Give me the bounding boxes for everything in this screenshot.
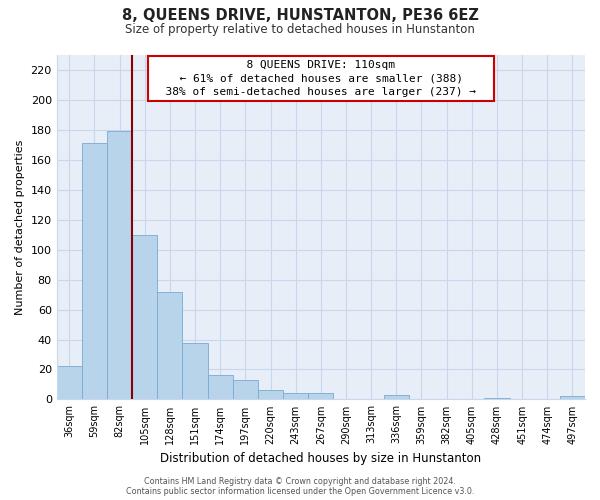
- Bar: [308, 394, 334, 400]
- Text: Contains HM Land Registry data © Crown copyright and database right 2024.
Contai: Contains HM Land Registry data © Crown c…: [126, 476, 474, 496]
- X-axis label: Distribution of detached houses by size in Hunstanton: Distribution of detached houses by size …: [160, 452, 481, 465]
- Bar: [157, 292, 182, 400]
- Bar: [283, 394, 308, 400]
- Text: 8 QUEENS DRIVE: 110sqm  
  ← 61% of detached houses are smaller (388)  
  38% of: 8 QUEENS DRIVE: 110sqm ← 61% of detached…: [152, 60, 490, 96]
- Bar: [233, 380, 258, 400]
- Bar: [560, 396, 585, 400]
- Bar: [182, 342, 208, 400]
- Bar: [107, 132, 132, 400]
- Bar: [258, 390, 283, 400]
- Bar: [484, 398, 509, 400]
- Bar: [132, 234, 157, 400]
- Bar: [82, 144, 107, 400]
- Text: Size of property relative to detached houses in Hunstanton: Size of property relative to detached ho…: [125, 22, 475, 36]
- Y-axis label: Number of detached properties: Number of detached properties: [15, 140, 25, 315]
- Bar: [56, 366, 82, 400]
- Bar: [384, 395, 409, 400]
- Text: 8, QUEENS DRIVE, HUNSTANTON, PE36 6EZ: 8, QUEENS DRIVE, HUNSTANTON, PE36 6EZ: [122, 8, 478, 22]
- Bar: [208, 376, 233, 400]
